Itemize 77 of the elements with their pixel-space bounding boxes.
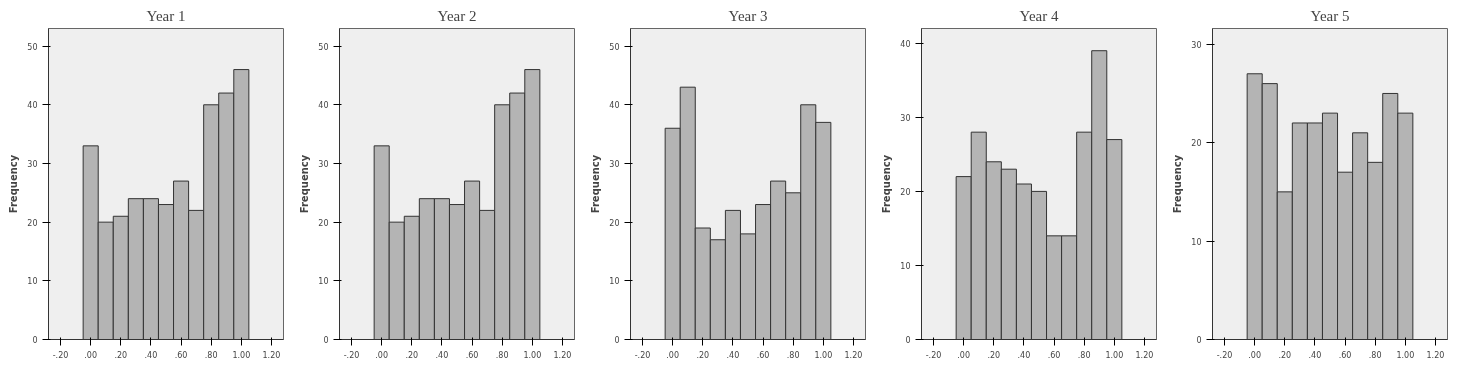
x-tick-label: 1.20 bbox=[553, 350, 572, 360]
x-tick-label: -.20 bbox=[343, 350, 360, 360]
x-tick-label: .40 bbox=[1308, 350, 1322, 360]
x-tick-label: .20 bbox=[696, 350, 710, 360]
y-tick-label: 10 bbox=[27, 277, 38, 287]
y-axis-title: Frequency bbox=[299, 154, 311, 214]
chart-title: Year 5 bbox=[1310, 7, 1350, 24]
y-tick-label: 20 bbox=[900, 187, 911, 197]
y-tick-label: 50 bbox=[318, 42, 329, 52]
x-tick-label: .00 bbox=[1248, 350, 1262, 360]
y-tick-label: 10 bbox=[1191, 237, 1202, 247]
y-tick-label: 0 bbox=[32, 336, 38, 345]
y-tick-label: 30 bbox=[900, 113, 911, 123]
y-tick-label: 20 bbox=[27, 218, 38, 228]
x-tick-label: .40 bbox=[435, 350, 449, 360]
x-tick-label: -.20 bbox=[925, 350, 942, 360]
y-tick-label: 40 bbox=[318, 101, 329, 111]
x-tick-label: -.20 bbox=[52, 350, 69, 360]
y-tick-label: 0 bbox=[905, 336, 911, 345]
y-tick-label: 20 bbox=[1191, 139, 1202, 149]
y-tick-label: 10 bbox=[609, 277, 620, 287]
x-tick-label: 1.00 bbox=[814, 350, 833, 360]
y-tick-label: 0 bbox=[323, 336, 329, 345]
x-tick-label: .20 bbox=[987, 350, 1001, 360]
x-tick-label: .40 bbox=[144, 350, 158, 360]
y-tick-label: 30 bbox=[609, 159, 620, 169]
y-axis-title: Frequency bbox=[590, 154, 602, 214]
chart-title: Year 1 bbox=[146, 7, 186, 24]
x-tick-label: .60 bbox=[1047, 350, 1061, 360]
x-tick-label: .80 bbox=[204, 350, 218, 360]
y-tick-label: 50 bbox=[27, 42, 38, 52]
x-tick-label: .80 bbox=[786, 350, 800, 360]
y-tick-label: 40 bbox=[27, 101, 38, 111]
y-tick-label: 10 bbox=[900, 261, 911, 271]
chart-title: Year 3 bbox=[728, 7, 768, 24]
x-tick-label: 1.00 bbox=[523, 350, 542, 360]
x-tick-label: 1.20 bbox=[262, 350, 281, 360]
x-tick-label: .20 bbox=[405, 350, 419, 360]
x-tick-label: .40 bbox=[1017, 350, 1031, 360]
x-tick-label: -.20 bbox=[1216, 350, 1233, 360]
x-tick-label: .60 bbox=[756, 350, 770, 360]
y-tick-label: 30 bbox=[318, 159, 329, 169]
x-tick-label: .60 bbox=[174, 350, 188, 360]
chart-title: Year 2 bbox=[437, 7, 477, 24]
x-tick-label: .00 bbox=[375, 350, 389, 360]
x-tick-label: 1.00 bbox=[232, 350, 251, 360]
y-tick-label: 20 bbox=[609, 218, 620, 228]
x-tick-label: .00 bbox=[957, 350, 971, 360]
x-tick-label: 1.00 bbox=[1105, 350, 1124, 360]
y-tick-label: 40 bbox=[609, 101, 620, 111]
x-tick-label: .00 bbox=[666, 350, 680, 360]
x-tick-label: .60 bbox=[465, 350, 479, 360]
x-tick-label: .80 bbox=[1077, 350, 1091, 360]
y-tick-label: 30 bbox=[27, 159, 38, 169]
x-tick-label: 1.00 bbox=[1396, 350, 1415, 360]
x-tick-label: 1.20 bbox=[844, 350, 863, 360]
y-tick-label: 50 bbox=[609, 42, 620, 52]
y-tick-label: 10 bbox=[318, 277, 329, 287]
x-tick-label: .80 bbox=[495, 350, 509, 360]
y-tick-label: 30 bbox=[1191, 40, 1202, 50]
x-tick-label: .20 bbox=[1278, 350, 1292, 360]
x-tick-label: .60 bbox=[1338, 350, 1352, 360]
x-tick-label: .80 bbox=[1368, 350, 1382, 360]
y-tick-label: 0 bbox=[614, 336, 620, 345]
x-tick-label: 1.20 bbox=[1135, 350, 1154, 360]
y-axis-title: Frequency bbox=[8, 154, 20, 214]
x-tick-label: .40 bbox=[726, 350, 740, 360]
x-tick-label: .00 bbox=[84, 350, 98, 360]
y-tick-label: 0 bbox=[1196, 336, 1202, 345]
y-axis-title: Frequency bbox=[1172, 154, 1184, 214]
y-tick-label: 40 bbox=[900, 39, 911, 49]
x-tick-label: -.20 bbox=[634, 350, 651, 360]
y-axis-title: Frequency bbox=[881, 154, 893, 214]
x-tick-label: .20 bbox=[114, 350, 128, 360]
chart-title: Year 4 bbox=[1019, 7, 1059, 24]
y-tick-label: 20 bbox=[318, 218, 329, 228]
x-tick-label: 1.20 bbox=[1426, 350, 1445, 360]
